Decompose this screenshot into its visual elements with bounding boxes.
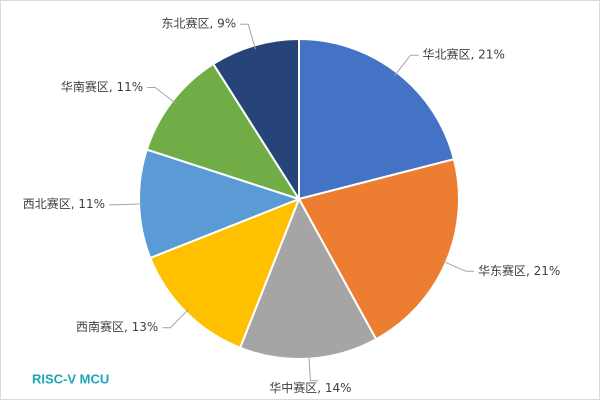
leader-line (109, 203, 144, 206)
data-label: 西南赛区, 13% (76, 319, 158, 334)
leader-line (240, 23, 256, 50)
leader-line (394, 54, 419, 77)
data-label: 东北赛区, 9% (162, 16, 237, 31)
data-label: 西北赛区, 11% (23, 196, 105, 211)
data-label: 华东赛区, 21% (478, 263, 560, 278)
watermark: RISC-V MCU (32, 371, 109, 386)
leader-line (308, 354, 319, 382)
data-label: 华北赛区, 21% (423, 47, 505, 62)
leader-line (162, 308, 190, 329)
leader-line (147, 86, 177, 104)
leader-line (441, 260, 475, 272)
data-label: 华中赛区, 14% (269, 380, 351, 395)
data-label: 华南赛区, 11% (61, 79, 143, 94)
